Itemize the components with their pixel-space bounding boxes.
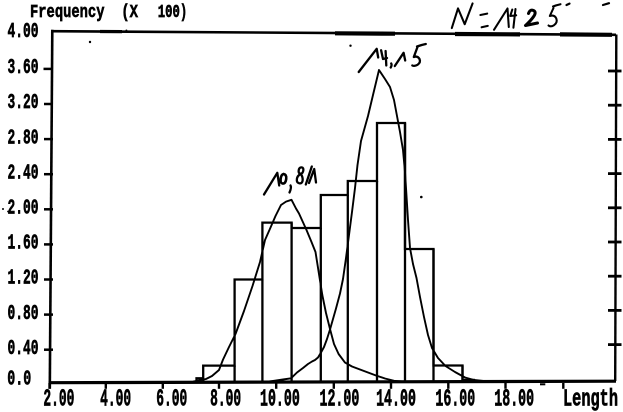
svg-text:8.00: 8.00 bbox=[210, 386, 241, 412]
svg-text:4.00: 4.00 bbox=[100, 386, 131, 412]
svg-text:6.00: 6.00 bbox=[156, 386, 187, 412]
svg-text:(X: (X bbox=[121, 3, 138, 23]
svg-text:0.80: 0.80 bbox=[8, 302, 39, 326]
svg-text:18.00: 18.00 bbox=[494, 386, 534, 412]
svg-text:Length: Length bbox=[563, 386, 618, 412]
svg-text:2.80: 2.80 bbox=[8, 126, 39, 150]
svg-text:100): 100) bbox=[158, 3, 188, 23]
svg-text:0.40: 0.40 bbox=[8, 337, 39, 361]
svg-text:0.0: 0.0 bbox=[7, 367, 31, 391]
svg-text:2.00: 2.00 bbox=[8, 196, 39, 220]
svg-text:Frequency: Frequency bbox=[30, 3, 105, 23]
svg-text:16.00: 16.00 bbox=[435, 386, 475, 412]
svg-text:14.00: 14.00 bbox=[376, 386, 416, 412]
svg-text:1.60: 1.60 bbox=[8, 231, 39, 255]
svg-text:1.20: 1.20 bbox=[8, 267, 39, 291]
svg-text:12.00: 12.00 bbox=[320, 386, 360, 412]
svg-text:4.00: 4.00 bbox=[8, 20, 39, 44]
svg-text:3.20: 3.20 bbox=[8, 91, 39, 115]
svg-text:2.00: 2.00 bbox=[43, 386, 74, 412]
svg-text:10.00: 10.00 bbox=[260, 386, 300, 412]
svg-text:3.60: 3.60 bbox=[8, 56, 39, 80]
svg-text:2.40: 2.40 bbox=[8, 161, 39, 185]
